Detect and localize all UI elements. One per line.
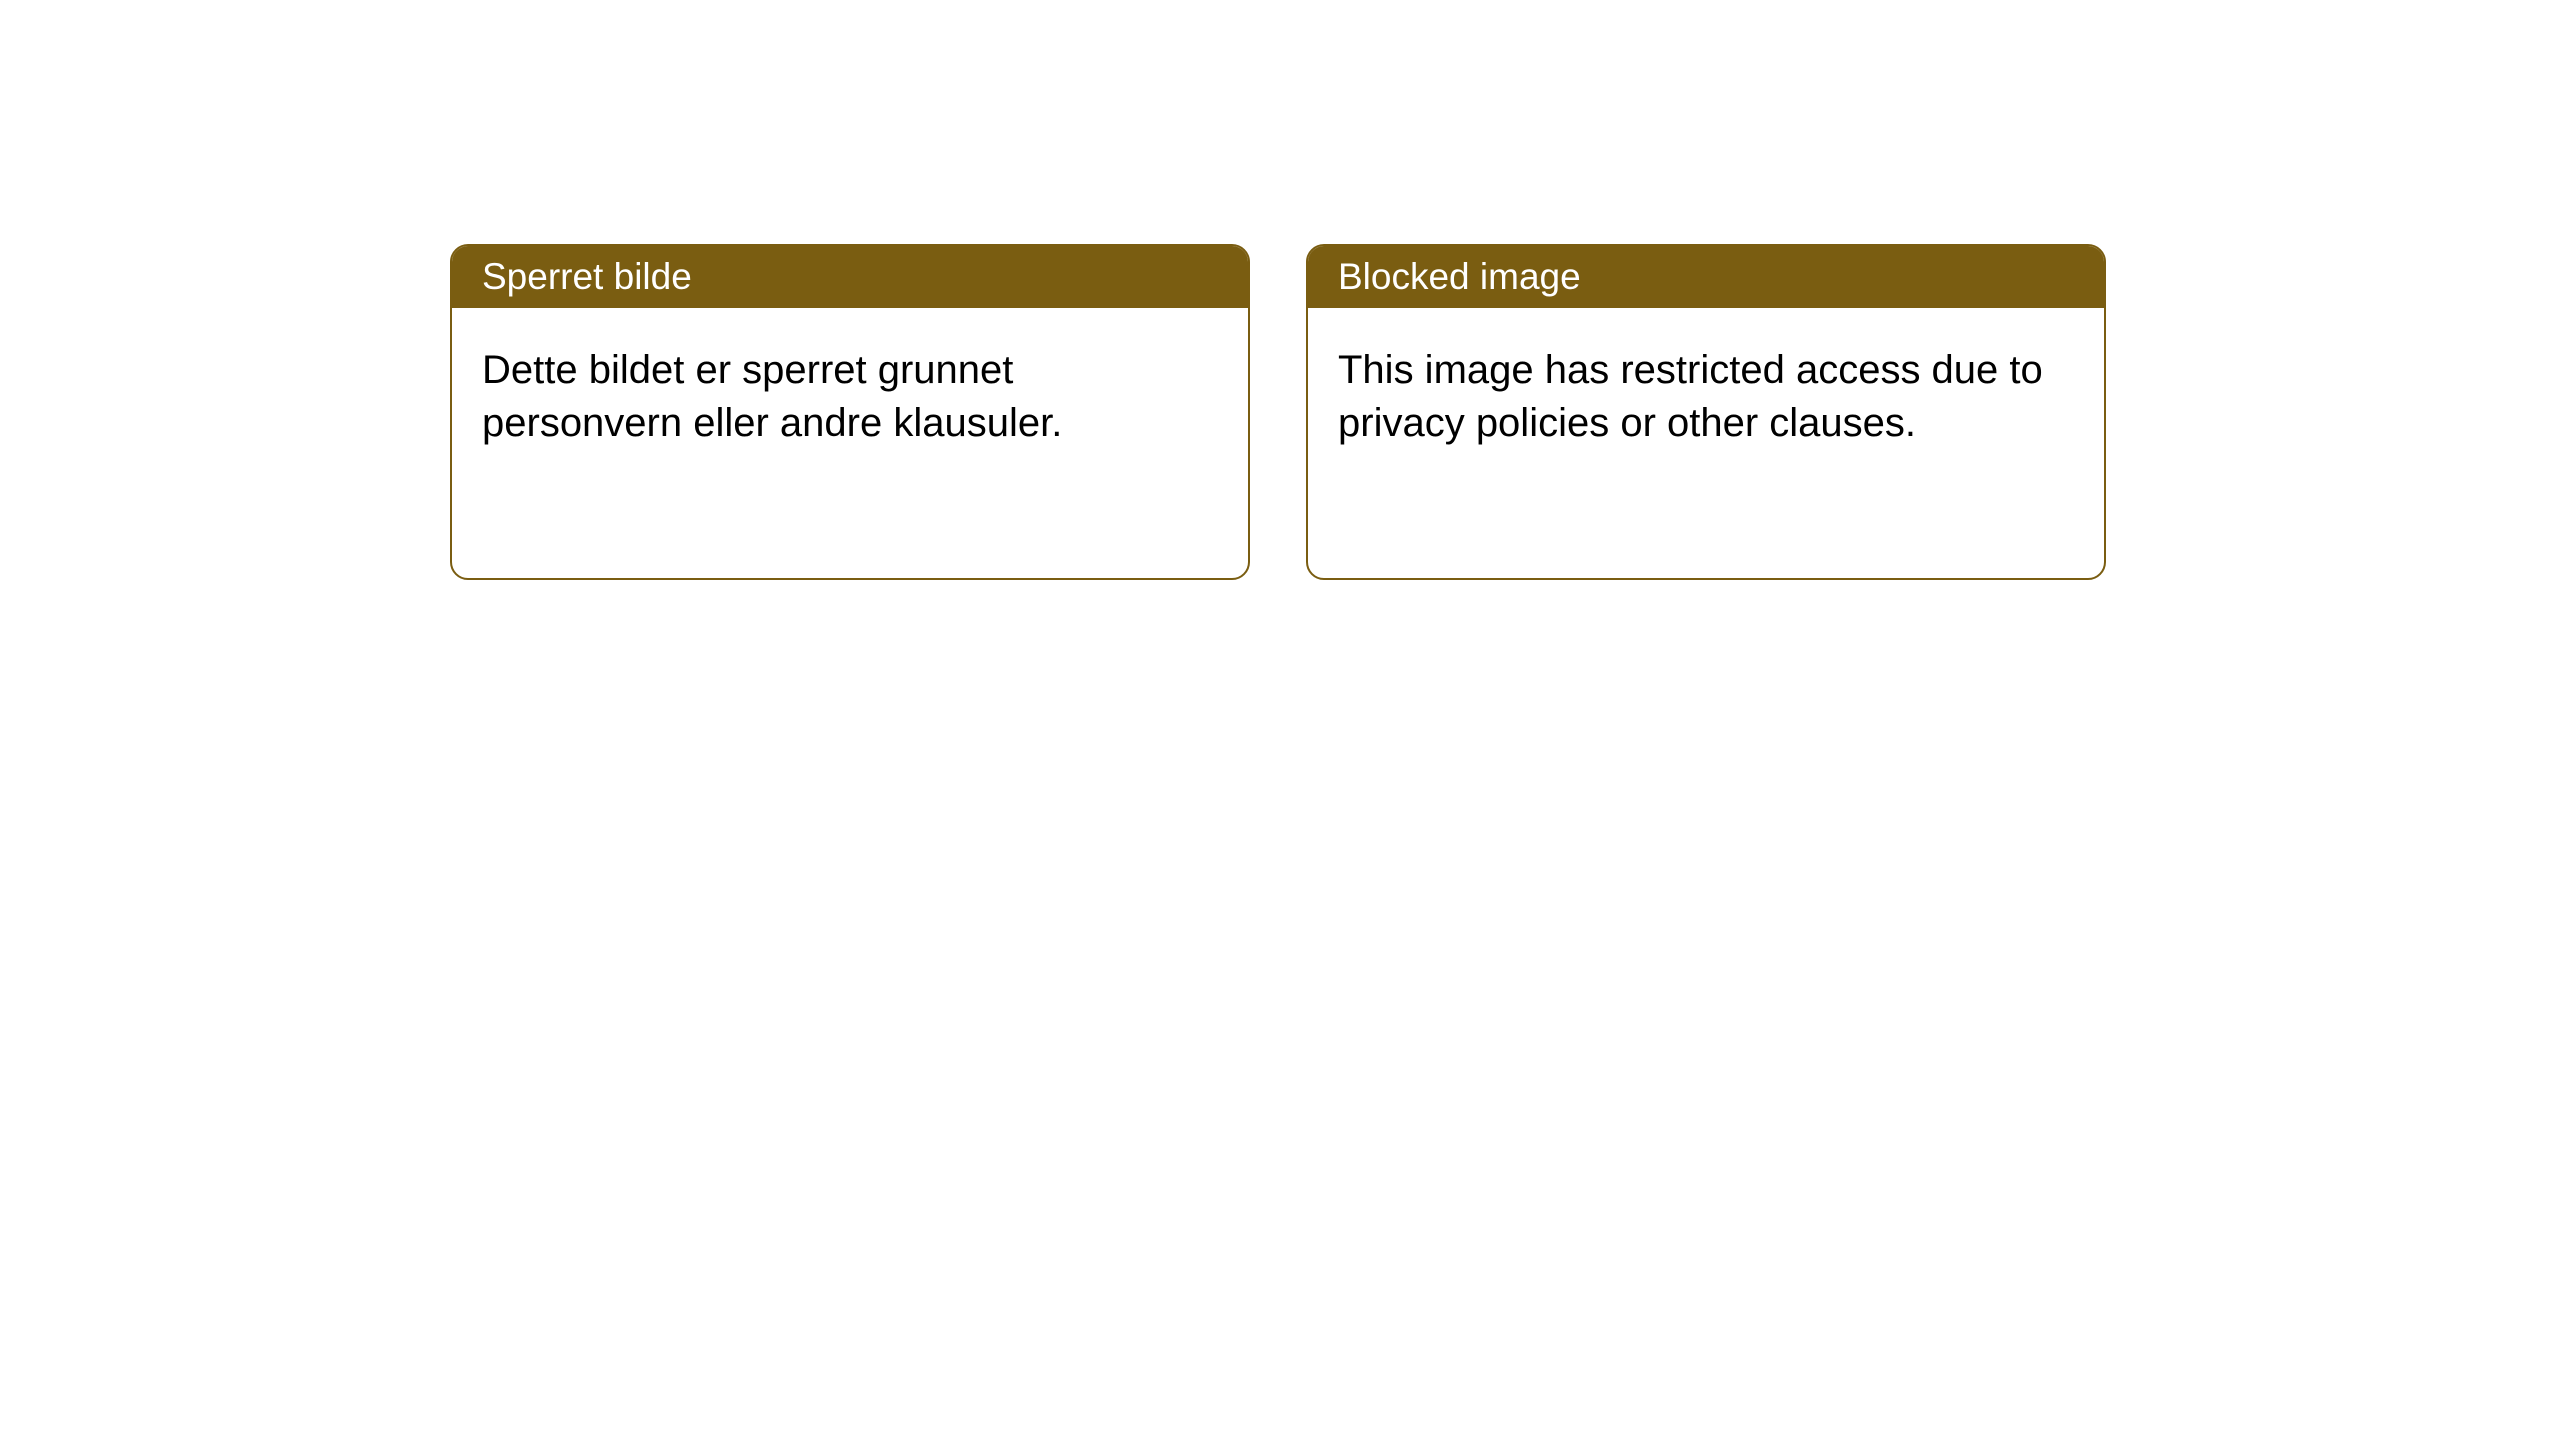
card-title: Blocked image <box>1338 256 1581 297</box>
card-body: This image has restricted access due to … <box>1308 308 2104 486</box>
card-header: Blocked image <box>1308 246 2104 308</box>
card-header: Sperret bilde <box>452 246 1248 308</box>
card-body-text: This image has restricted access due to … <box>1338 348 2043 445</box>
info-card-norwegian: Sperret bilde Dette bildet er sperret gr… <box>450 244 1250 580</box>
card-body-text: Dette bildet er sperret grunnet personve… <box>482 348 1062 445</box>
info-cards-container: Sperret bilde Dette bildet er sperret gr… <box>450 244 2106 580</box>
info-card-english: Blocked image This image has restricted … <box>1306 244 2106 580</box>
card-title: Sperret bilde <box>482 256 692 297</box>
card-body: Dette bildet er sperret grunnet personve… <box>452 308 1248 486</box>
